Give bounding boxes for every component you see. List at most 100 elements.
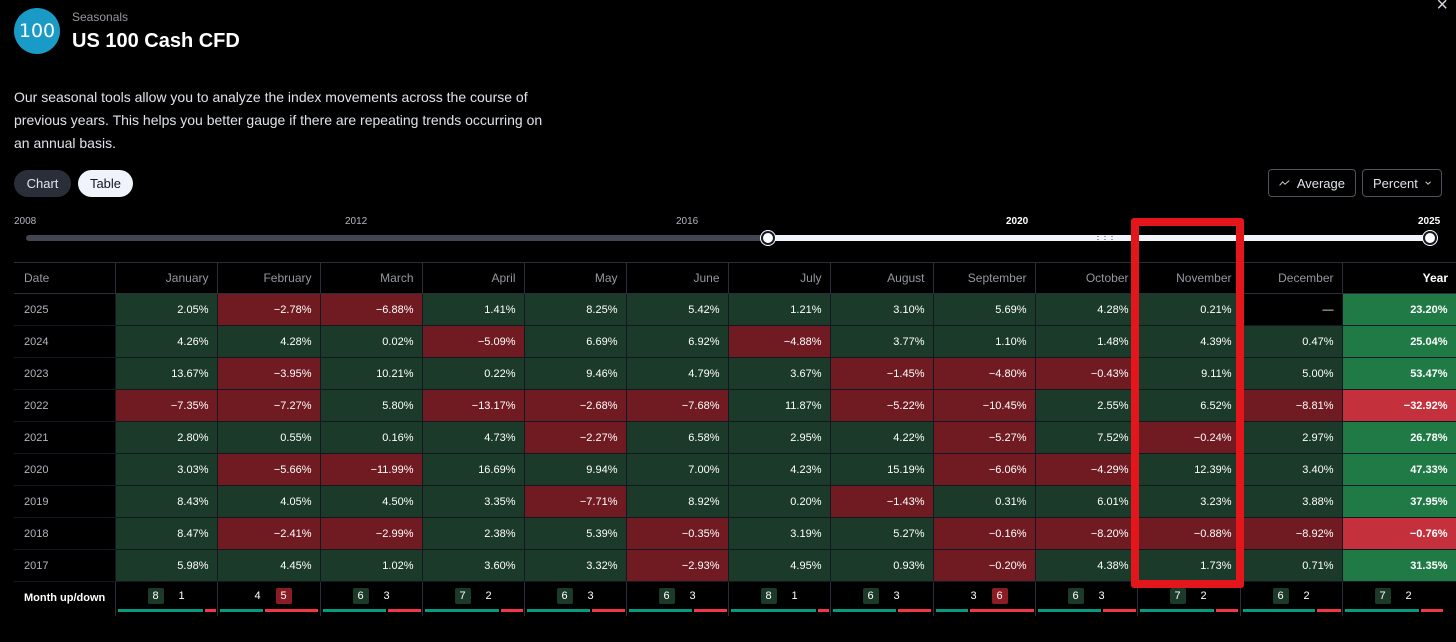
up-count: 7 — [1169, 588, 1186, 604]
month-cell: 4.38% — [1034, 549, 1138, 582]
column-header: March — [319, 262, 422, 294]
month-cell: 0.71% — [1239, 549, 1343, 582]
column-header: May — [523, 262, 626, 294]
month-cell: 4.28% — [216, 325, 321, 358]
up-count: 8 — [147, 588, 164, 604]
month-cell: −13.17% — [421, 389, 525, 422]
month-cell: −1.43% — [829, 485, 934, 518]
range-slider-selected[interactable] — [768, 235, 1430, 241]
month-cell: 8.25% — [523, 293, 627, 326]
month-cell: 5.27% — [829, 517, 934, 550]
average-button[interactable]: Average — [1268, 169, 1356, 197]
month-cell: −2.41% — [216, 517, 321, 550]
month-cell: −5.22% — [829, 389, 934, 422]
column-header: February — [216, 262, 320, 294]
page-title: US 100 Cash CFD — [72, 30, 240, 52]
chart-view-button[interactable]: Chart — [14, 170, 71, 197]
month-cell: 7.52% — [1034, 421, 1138, 454]
close-icon[interactable]: × — [1436, 0, 1448, 16]
updown-ratio-bar — [935, 609, 1034, 612]
month-cell: 15.19% — [829, 453, 934, 486]
updown-ratio-bar — [628, 609, 727, 612]
year-total-cell: 25.04% — [1341, 325, 1456, 358]
down-count: 2 — [1405, 590, 1412, 602]
column-header: November — [1136, 262, 1240, 294]
table-row: 2017 5.98% 4.45% 1.02% 3.60% 3.32% −2.93% 4.95%… — [14, 549, 1456, 582]
updown-ratio-bar — [526, 609, 625, 612]
up-count: 6 — [862, 588, 879, 604]
month-cell: 5.39% — [523, 517, 627, 550]
year-label: 2016 — [676, 216, 699, 227]
seasonals-table: Date January February March April May June July… — [14, 262, 1456, 616]
month-cell: 3.77% — [829, 325, 934, 358]
up-count: 6 — [1067, 588, 1084, 604]
month-cell: 3.19% — [727, 517, 831, 550]
percent-dropdown[interactable]: Percent — [1362, 169, 1442, 197]
month-cell: 0.20% — [727, 485, 831, 518]
month-cell: 0.21% — [1136, 293, 1241, 326]
drag-grip-icon[interactable]: ⋮⋮⋮ — [1094, 235, 1116, 244]
up-count: 8 — [760, 588, 777, 604]
month-cell: 5.98% — [114, 549, 218, 582]
month-cell: −2.27% — [523, 421, 627, 454]
column-header: December — [1239, 262, 1342, 294]
range-slider-track[interactable] — [26, 235, 768, 241]
month-cell: −1.45% — [829, 357, 934, 390]
year-total-cell: 53.47% — [1341, 357, 1456, 390]
table-view-button[interactable]: Table — [78, 170, 133, 197]
month-cell: 4.22% — [829, 421, 934, 454]
updown-ratio-bar — [730, 609, 829, 612]
month-cell: 9.94% — [523, 453, 627, 486]
year-label: 2012 — [345, 216, 368, 227]
month-cell: 8.92% — [625, 485, 729, 518]
year-label: 2020 — [1006, 216, 1029, 227]
updown-ratio-bar — [1242, 609, 1341, 612]
month-cell: 4.50% — [319, 485, 423, 518]
down-count: 3 — [383, 590, 390, 602]
up-count: 7 — [454, 588, 471, 604]
line-chart-icon — [1279, 180, 1290, 186]
down-count: 5 — [275, 588, 292, 604]
table-row: 2020 3.03% −5.66% −11.99% 16.69% 9.94% 7.00% 4.… — [14, 453, 1456, 486]
column-header: January — [114, 262, 217, 294]
month-cell: −5.66% — [216, 453, 321, 486]
column-header: September — [932, 262, 1035, 294]
year-total-cell: 31.35% — [1341, 549, 1456, 582]
row-year: 2020 — [14, 453, 115, 486]
month-cell: 4.23% — [727, 453, 831, 486]
month-cell: 4.45% — [216, 549, 321, 582]
range-start-handle[interactable] — [761, 231, 775, 245]
column-header: Year — [1341, 262, 1456, 294]
month-cell: 0.02% — [319, 325, 423, 358]
month-cell: 6.52% — [1136, 389, 1241, 422]
month-cell: 8.43% — [114, 485, 218, 518]
row-year: 2021 — [14, 421, 115, 454]
updown-ratio-bar — [117, 609, 216, 612]
table-row: 2024 4.26% 4.28% 0.02% −5.09% 6.69% 6.92% −4.88… — [14, 325, 1456, 358]
month-cell: 5.00% — [1239, 357, 1343, 390]
up-count: 4 — [254, 590, 261, 602]
up-count: 7 — [1374, 588, 1391, 604]
month-cell: 3.32% — [523, 549, 627, 582]
month-cell: −7.68% — [625, 389, 729, 422]
down-count: 2 — [1200, 590, 1207, 602]
range-end-handle[interactable] — [1423, 231, 1437, 245]
row-year: 2017 — [14, 549, 115, 582]
month-cell: 5.80% — [319, 389, 423, 422]
down-count: 3 — [893, 590, 900, 602]
month-cell: −4.80% — [932, 357, 1036, 390]
table-row: 2023 13.67% −3.95% 10.21% 0.22% 9.46% 4.79% 3.6… — [14, 357, 1456, 390]
month-cell: −0.24% — [1136, 421, 1241, 454]
month-cell: 6.92% — [625, 325, 729, 358]
month-cell: −0.35% — [625, 517, 729, 550]
month-cell: 0.22% — [421, 357, 525, 390]
month-cell: 0.31% — [932, 485, 1036, 518]
month-cell: 6.01% — [1034, 485, 1138, 518]
month-cell: 3.10% — [829, 293, 934, 326]
year-label: 2008 — [14, 216, 37, 227]
month-cell: 2.55% — [1034, 389, 1138, 422]
month-cell: 4.79% — [625, 357, 729, 390]
month-cell: 2.05% — [114, 293, 218, 326]
